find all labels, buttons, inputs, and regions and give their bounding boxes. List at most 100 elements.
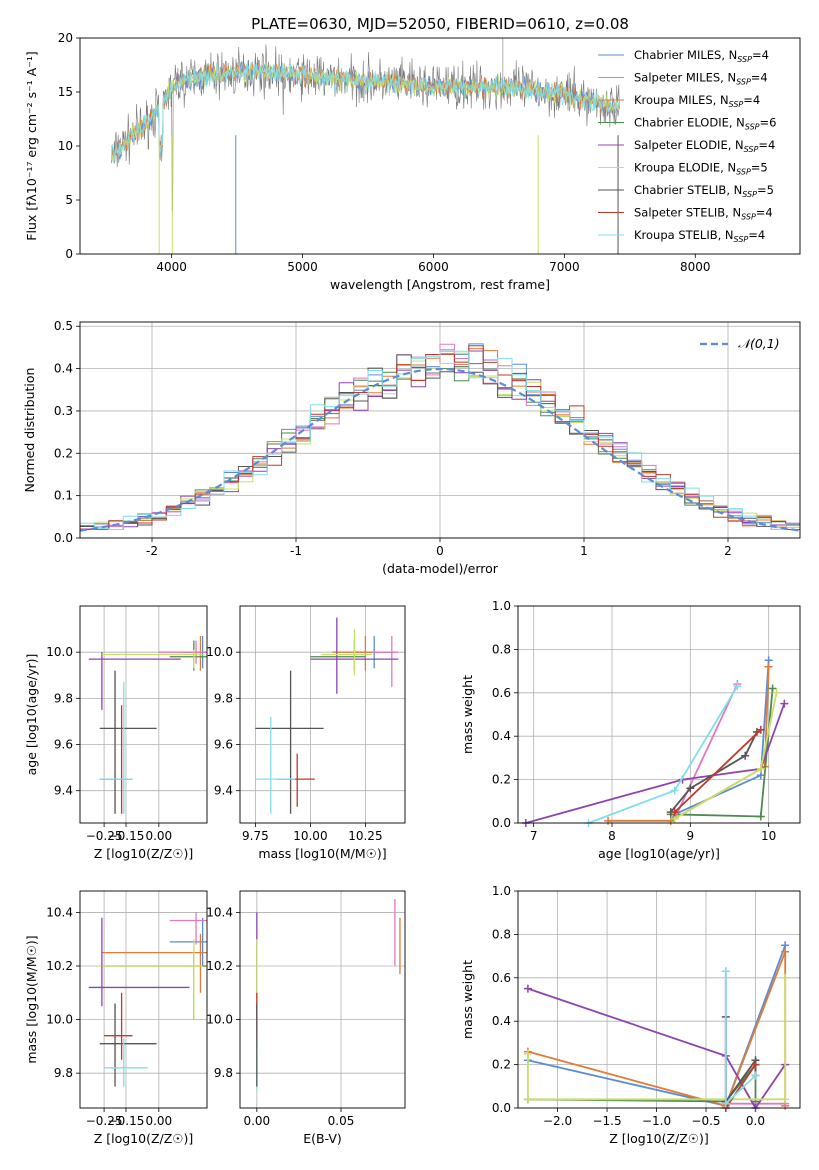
legend-label: Salpeter STELIB, NSSP=4 bbox=[634, 206, 773, 222]
y-axis-label: mass weight bbox=[460, 675, 475, 754]
y-tick-label: 0.6 bbox=[492, 686, 511, 700]
x-tick-label: 0 bbox=[436, 544, 444, 558]
x-axis-label: (data-model)/error bbox=[382, 561, 499, 576]
y-axis-label: mass weight bbox=[460, 960, 475, 1039]
x-axis-label: Z [log10(Z/Z☉)] bbox=[94, 1131, 194, 1146]
legend-label: Chabrier MILES, NSSP=4 bbox=[634, 48, 769, 64]
chart-spectrum: 4000 5000 6000 7000 8000 0 5 10 15 20 wavelength [… bbox=[24, 31, 801, 292]
x-tick-label: 2 bbox=[724, 544, 732, 558]
data-point-marker bbox=[733, 682, 742, 691]
data-point-marker bbox=[523, 1095, 532, 1104]
spectrum-legend: Chabrier MILES, NSSP=4 Salpeter MILES, NS… bbox=[598, 48, 776, 244]
x-tick-label: 10 bbox=[761, 829, 776, 843]
data-point-marker bbox=[756, 725, 765, 734]
x-tick-label: 8 bbox=[608, 829, 616, 843]
plot-frame bbox=[517, 605, 801, 824]
legend-label: Kroupa ELODIE, NSSP=5 bbox=[634, 161, 768, 177]
x-tick-label: −0.15 bbox=[108, 829, 145, 843]
y-tick-label: 10.2 bbox=[46, 959, 73, 973]
plot-frame bbox=[79, 321, 801, 539]
x-tick-label: -1 bbox=[290, 544, 302, 558]
data-point-marker bbox=[781, 1095, 790, 1104]
x-tick-label: 0.05 bbox=[328, 1114, 355, 1128]
x-tick-label: −0.15 bbox=[108, 1114, 145, 1128]
data-point-marker bbox=[670, 808, 679, 817]
y-tick-label: 0.0 bbox=[492, 816, 511, 830]
plot-frame bbox=[239, 890, 406, 1109]
legend-label: 𝒩(0,1) bbox=[738, 336, 780, 351]
x-tick-label: −1.5 bbox=[592, 1114, 621, 1128]
data-point-marker bbox=[756, 812, 765, 821]
data-point-marker bbox=[721, 1099, 730, 1108]
x-tick-label: 0.00 bbox=[145, 829, 172, 843]
data-point-marker bbox=[751, 1060, 760, 1069]
data-point-marker bbox=[756, 764, 765, 773]
y-tick-label: 9.6 bbox=[214, 738, 233, 752]
x-axis-label: wavelength [Angstrom, rest frame] bbox=[330, 277, 550, 292]
y-axis-label: mass [log10(M/M☉)] bbox=[24, 935, 39, 1063]
data-point-marker bbox=[523, 1049, 532, 1058]
gaussian-curve bbox=[79, 367, 801, 532]
y-tick-label: 0.3 bbox=[54, 404, 73, 418]
chart-mass_weight_vs_Z: −2.0 −1.5 −1.0 −0.5 0.0 0.0 0.2 0.4 0.6 0.8 1.0 Z [… bbox=[460, 884, 801, 1146]
legend-label: Chabrier ELODIE, NSSP=6 bbox=[634, 116, 776, 132]
x-tick-label: −1.0 bbox=[642, 1114, 671, 1128]
x-tick-label: 8000 bbox=[680, 260, 711, 274]
y-tick-label: 9.4 bbox=[54, 784, 73, 798]
x-tick-label: 6000 bbox=[418, 260, 449, 274]
chart-mass_vs_ebv: 0.00 0.05 9.8 10.0 10.2 10.4 E(B-V) bbox=[206, 890, 406, 1146]
y-tick-label: 10.0 bbox=[46, 645, 73, 659]
y-tick-label: 0.2 bbox=[492, 1058, 511, 1072]
y-tick-label: 10.4 bbox=[46, 905, 73, 919]
model-spectrum-line bbox=[111, 61, 620, 161]
y-tick-label: 5 bbox=[65, 193, 73, 207]
data-point-marker bbox=[768, 684, 777, 693]
x-tick-label: 10.25 bbox=[348, 829, 382, 843]
chart-residuals: -2 -1 0 1 2 0.0 0.1 0.2 0.3 0.4 0.5 (data-model)/er… bbox=[22, 319, 801, 576]
x-tick-label: −2.0 bbox=[543, 1114, 572, 1128]
x-axis-label: Z [log10(Z/Z☉)] bbox=[609, 1131, 709, 1146]
mass-weight-series-line bbox=[588, 685, 739, 824]
plot-frame bbox=[79, 605, 208, 824]
y-tick-label: 9.8 bbox=[214, 1066, 233, 1080]
data-point-marker bbox=[764, 662, 773, 671]
y-tick-label: 10.0 bbox=[206, 645, 233, 659]
data-point-marker bbox=[780, 699, 789, 708]
y-tick-label: 10.4 bbox=[206, 905, 233, 919]
y-tick-label: 0.1 bbox=[54, 489, 73, 503]
plot-frame bbox=[239, 605, 406, 824]
mass-weight-series-line bbox=[670, 688, 774, 818]
residual-histogram-step bbox=[80, 354, 800, 530]
observed-spectrum-line bbox=[111, 44, 620, 212]
y-tick-label: 0.6 bbox=[492, 971, 511, 985]
legend-label: Salpeter ELODIE, NSSP=4 bbox=[634, 138, 775, 154]
data-point-marker bbox=[741, 751, 750, 760]
y-tick-label: 0.8 bbox=[492, 642, 511, 656]
data-point-marker bbox=[523, 984, 532, 993]
x-tick-label: 5000 bbox=[287, 260, 318, 274]
x-tick-label: −0.5 bbox=[691, 1114, 720, 1128]
data-point-marker bbox=[781, 947, 790, 956]
x-tick-label: 9.75 bbox=[242, 829, 269, 843]
legend-label: Chabrier STELIB, NSSP=5 bbox=[634, 183, 774, 199]
mass-weight-series-line bbox=[673, 683, 739, 820]
mass-weight-series-line bbox=[670, 660, 770, 822]
x-axis-label: Z [log10(Z/Z☉)] bbox=[94, 846, 194, 861]
x-tick-label: 9 bbox=[687, 829, 695, 843]
chart-age_vs_mass: 9.75 10.00 10.25 9.4 9.6 9.8 10.0 mass [log10(M… bbox=[206, 605, 406, 861]
y-tick-label: 9.4 bbox=[214, 784, 233, 798]
chart-mass_weight_vs_age: 7 8 9 10 0.0 0.2 0.4 0.6 0.8 1.0 age [log10(age/yr… bbox=[460, 599, 801, 861]
data-point-marker bbox=[604, 816, 613, 825]
page-title: PLATE=0630, MJD=52050, FIBERID=0610, z=0… bbox=[251, 15, 629, 33]
x-axis-label: E(B-V) bbox=[303, 1131, 342, 1146]
x-tick-label: 0.0 bbox=[746, 1114, 765, 1128]
y-tick-label: 0 bbox=[65, 247, 73, 261]
x-tick-label: 4000 bbox=[156, 260, 187, 274]
x-tick-label: −0.25 bbox=[86, 829, 123, 843]
data-point-marker bbox=[781, 973, 790, 982]
legend-label: Kroupa STELIB, NSSP=4 bbox=[634, 228, 765, 244]
mass-weight-series-line bbox=[725, 1064, 757, 1109]
mass-weight-series-line bbox=[525, 703, 786, 824]
plot-frame bbox=[79, 890, 208, 1109]
